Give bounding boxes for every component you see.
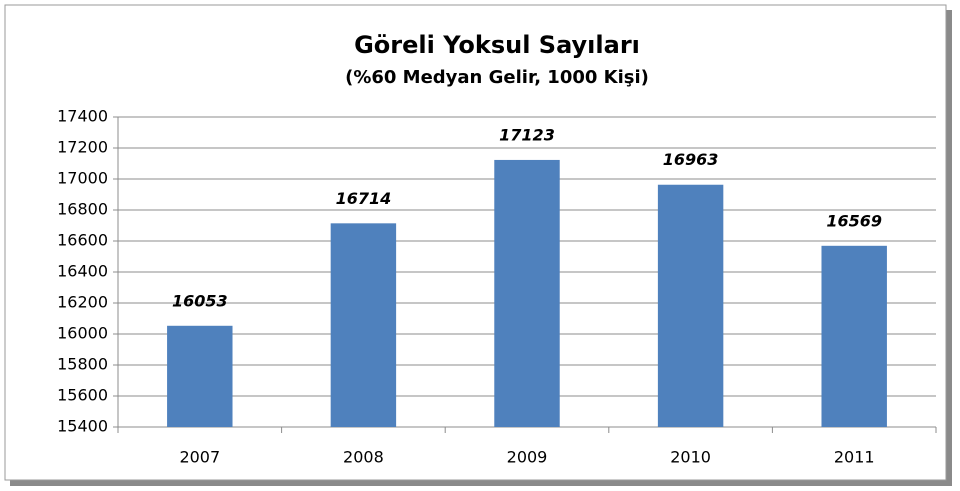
- x-tick-label: 2009: [507, 448, 548, 467]
- data-label: 16053: [172, 291, 228, 310]
- y-tick-label: 16800: [57, 200, 108, 219]
- x-tick-label: 2010: [670, 448, 711, 467]
- y-tick-label: 16000: [57, 324, 108, 343]
- y-tick-label: 15600: [57, 386, 108, 405]
- x-tick-label: 2011: [834, 448, 875, 467]
- y-tick-label: 15800: [57, 355, 108, 374]
- data-label: 16569: [826, 211, 882, 230]
- y-tick-label: 15400: [57, 417, 108, 436]
- data-label: 16714: [336, 189, 392, 208]
- bar: [657, 184, 724, 427]
- x-tick-label: 2008: [343, 448, 384, 467]
- chart-subtitle: (%60 Medyan Gelir, 1000 Kişi): [345, 67, 649, 88]
- bar: [330, 223, 397, 427]
- data-label: 17123: [499, 125, 555, 144]
- frame: [4, 4, 947, 481]
- y-tick-label: 17000: [57, 169, 108, 188]
- y-tick-label: 17400: [57, 107, 108, 126]
- bar: [167, 325, 233, 427]
- y-tick-label: 17200: [57, 138, 108, 157]
- data-label: 16963: [663, 150, 719, 169]
- y-tick-label: 16200: [57, 293, 108, 312]
- bar: [821, 245, 887, 427]
- x-tick-label: 2007: [179, 448, 220, 467]
- chart-title: Göreli Yoksul Sayıları: [354, 31, 640, 59]
- y-tick-label: 16400: [57, 262, 108, 281]
- bar: [494, 159, 560, 427]
- y-tick-label: 16600: [57, 231, 108, 250]
